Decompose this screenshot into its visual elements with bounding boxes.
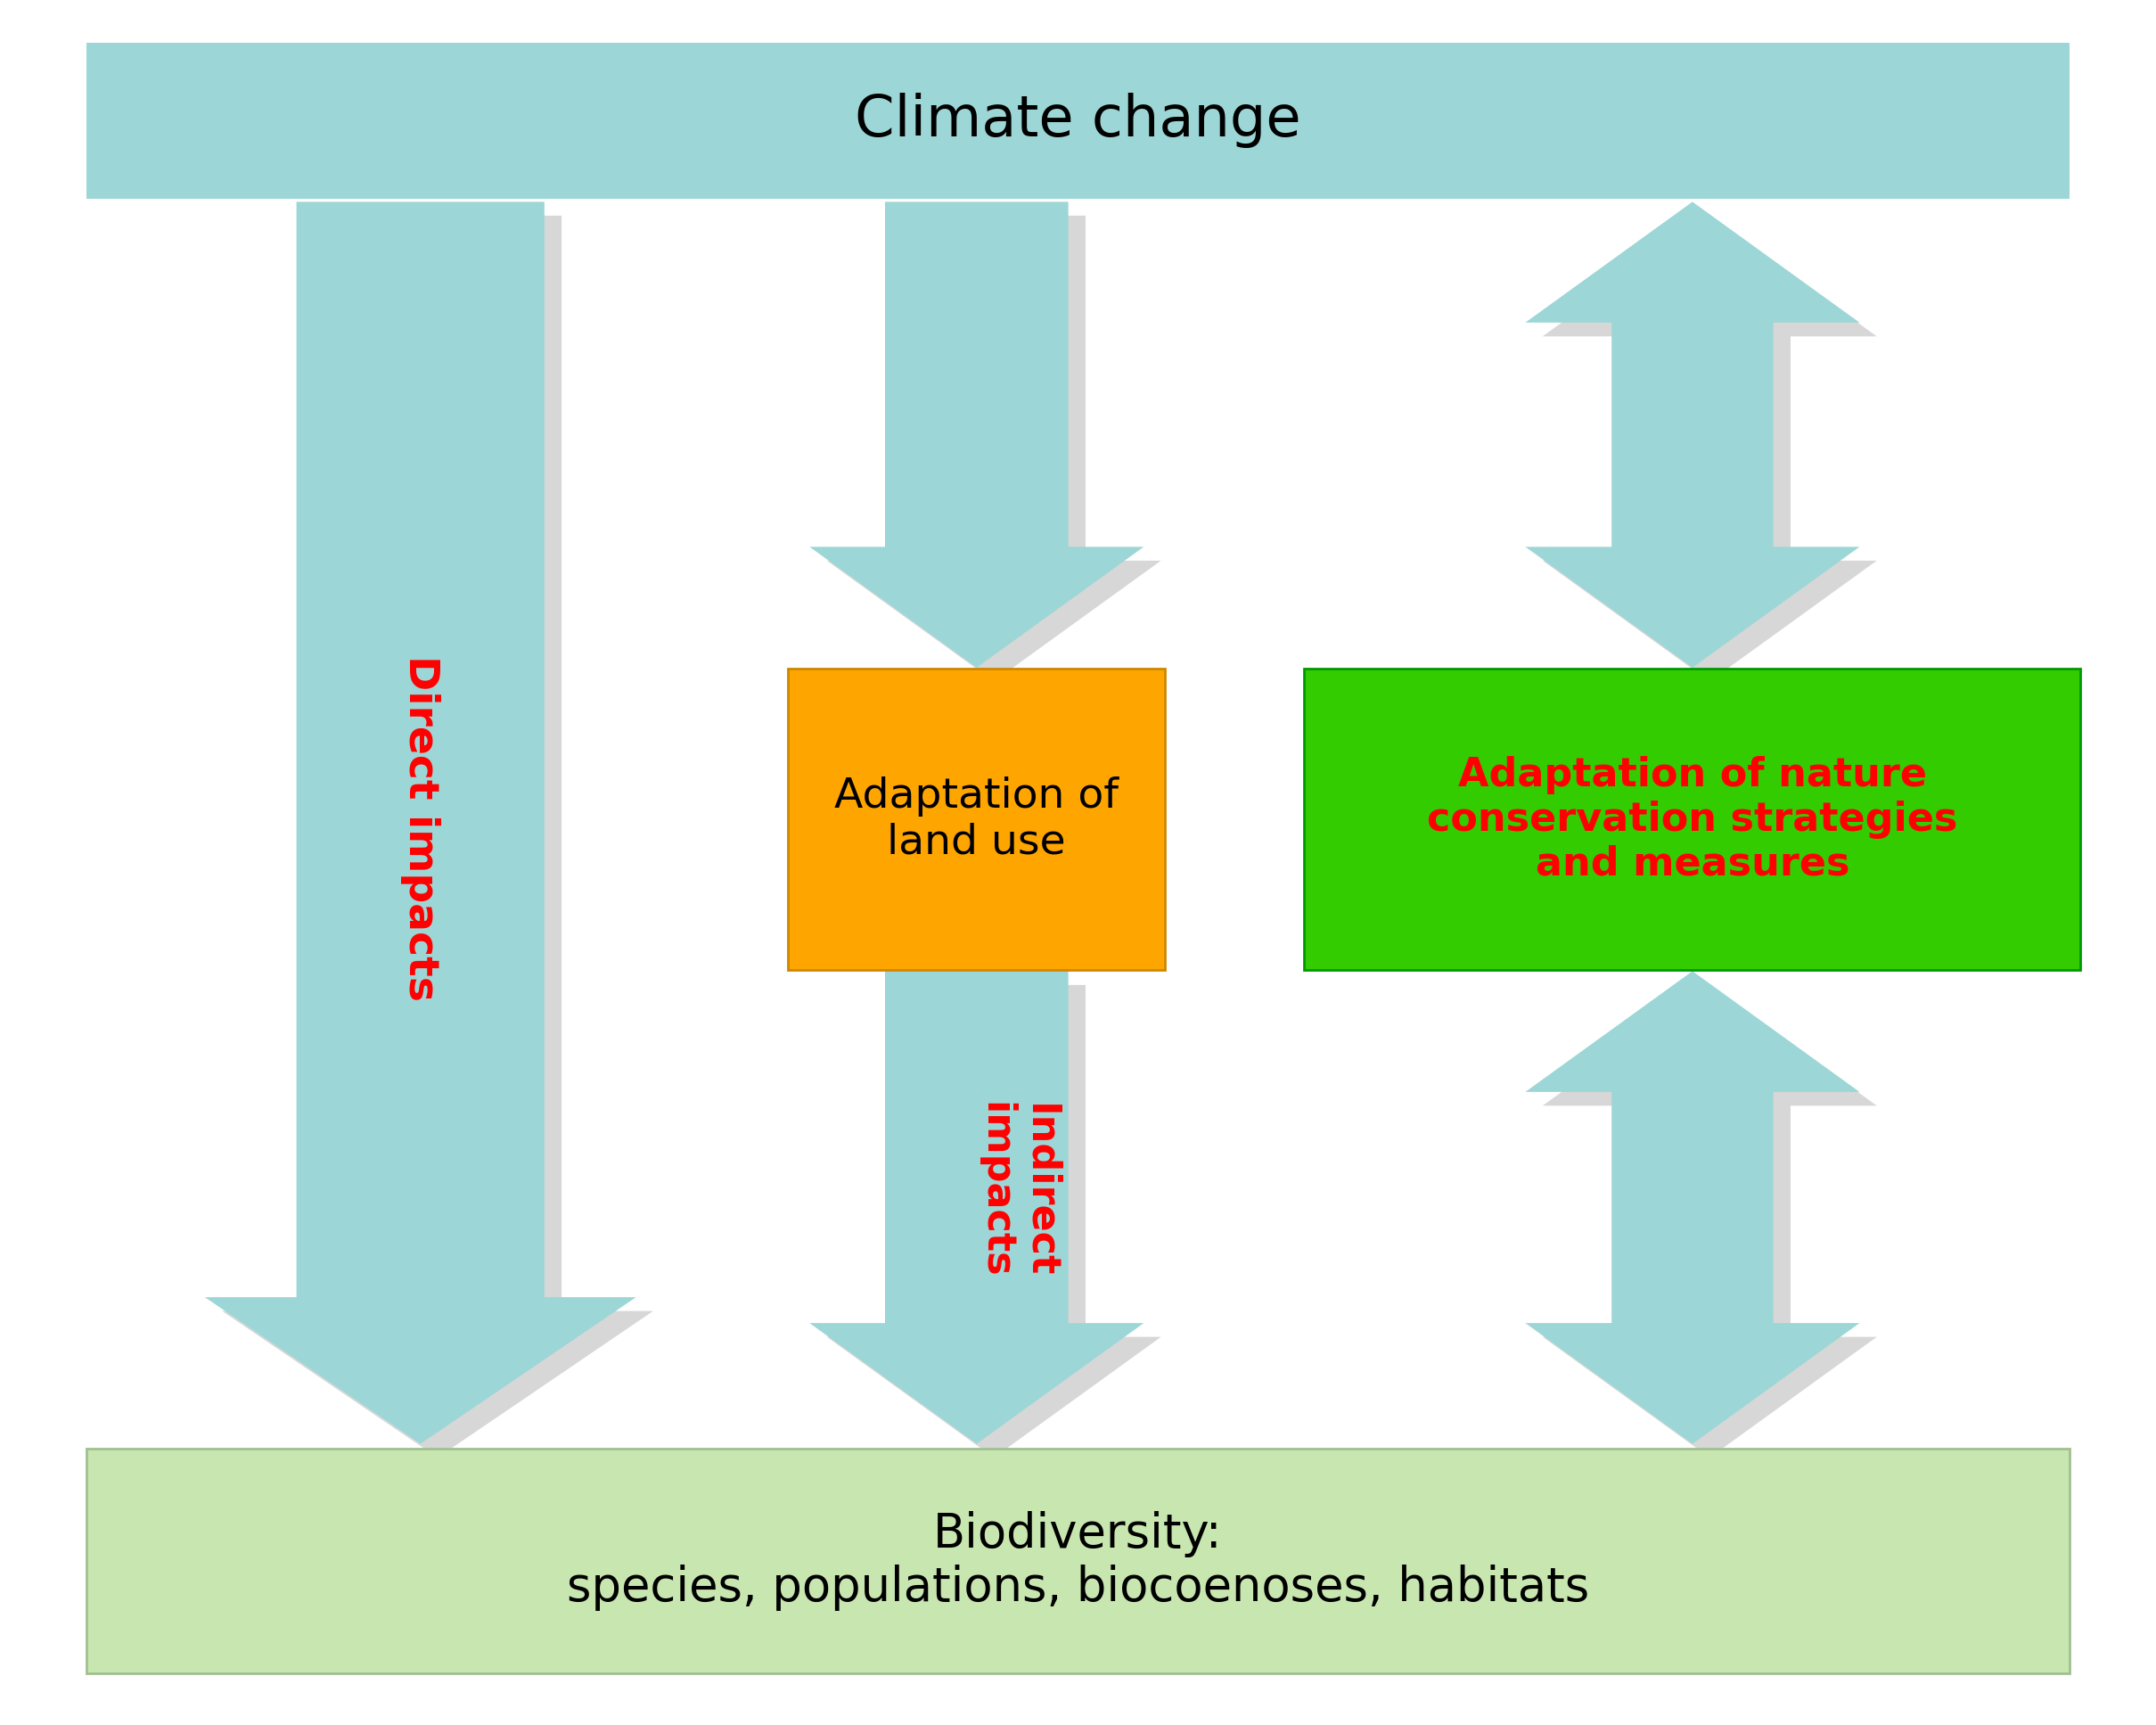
Text: Biodiversity:
species, populations, biocoenoses, habitats: Biodiversity: species, populations, bioc… [567,1511,1589,1611]
FancyBboxPatch shape [86,43,2070,198]
Polygon shape [205,202,636,1444]
Polygon shape [811,971,1143,1444]
Polygon shape [828,216,1160,681]
FancyBboxPatch shape [86,1449,2070,1673]
Polygon shape [1526,971,1858,1444]
Text: Indirect
impacts: Indirect impacts [977,1102,1059,1278]
Text: Climate change: Climate change [856,93,1300,148]
FancyBboxPatch shape [789,668,1164,969]
Polygon shape [828,985,1160,1458]
FancyBboxPatch shape [1304,668,2081,969]
Polygon shape [222,216,653,1458]
Polygon shape [1526,202,1858,668]
Text: Direct impacts: Direct impacts [401,656,440,1000]
Polygon shape [1542,216,1876,681]
Text: Adaptation of nature
conservation strategies
and measures: Adaptation of nature conservation strate… [1427,756,1958,883]
Polygon shape [1542,985,1876,1458]
Polygon shape [811,202,1143,668]
Text: Adaptation of
land use: Adaptation of land use [834,776,1119,862]
